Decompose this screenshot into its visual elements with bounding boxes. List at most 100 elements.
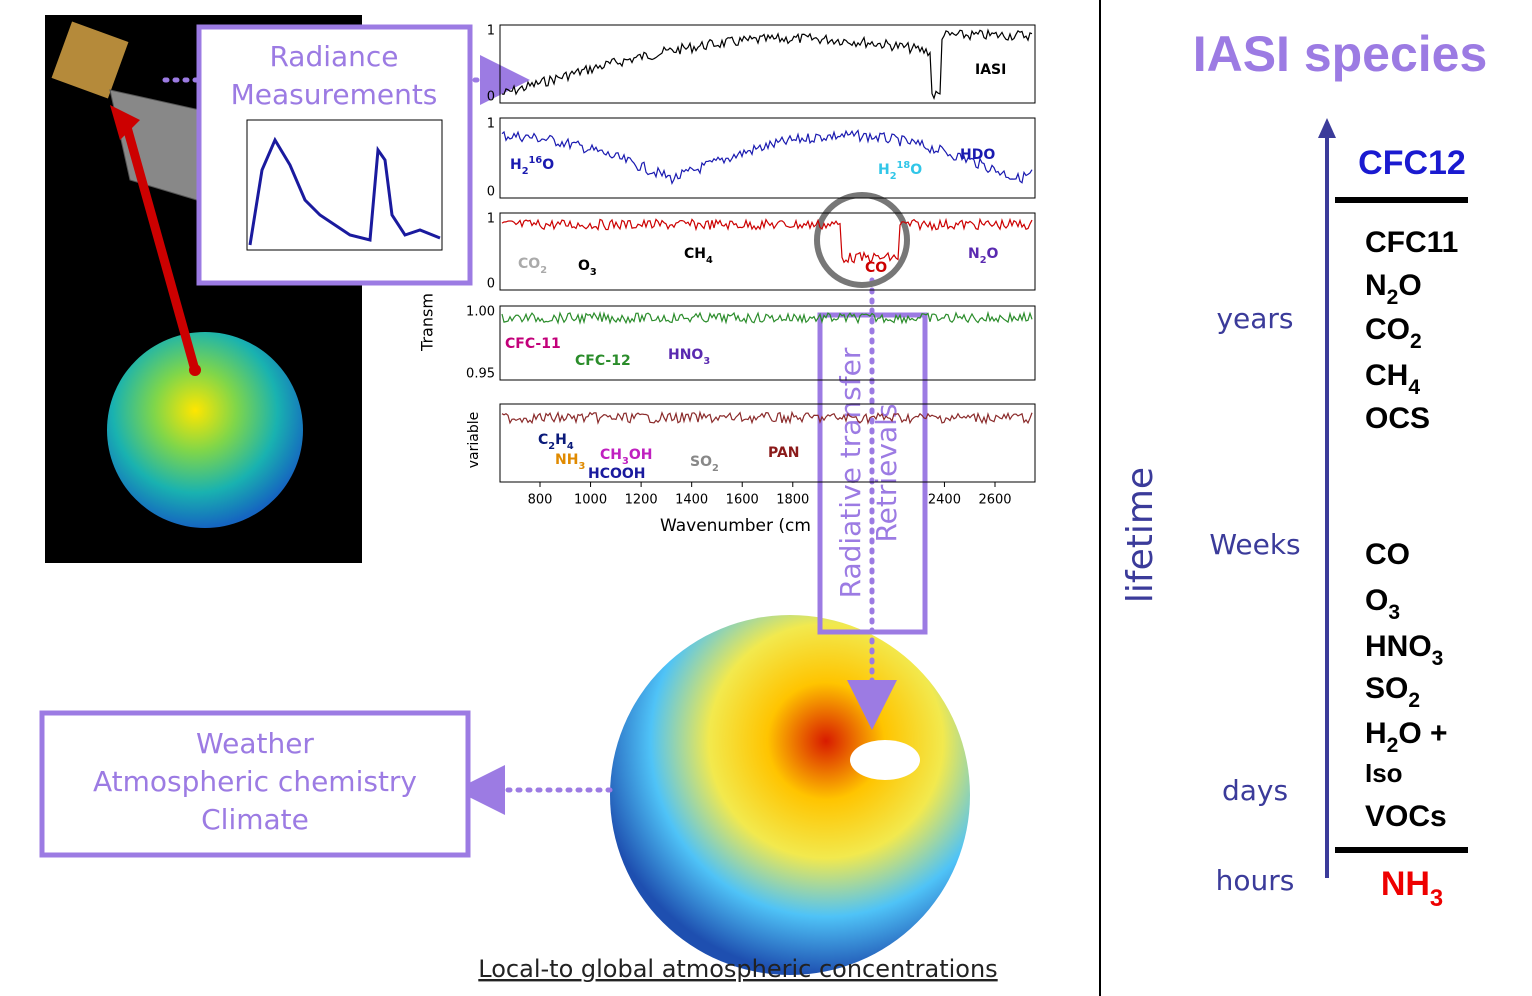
radiance-text: Measurements [231, 78, 438, 111]
species-top: CFC12 [1358, 144, 1466, 182]
text-part: CH [684, 246, 706, 262]
timescale-label: days [1222, 774, 1288, 807]
species-name: Iso [1365, 758, 1403, 788]
species-bottom: NH3 [1381, 865, 1443, 912]
text-part: H [878, 162, 890, 178]
spectrum-label: HDO [960, 147, 995, 163]
x-tick-label: 800 [528, 493, 553, 508]
spectrum-label: CO [865, 260, 887, 276]
superscript: 18 [897, 160, 911, 171]
timescale-label: hours [1216, 864, 1295, 897]
red-dot [189, 364, 201, 376]
text-part: CFC12 [1358, 144, 1466, 182]
y-tick-label: 0 [487, 185, 495, 200]
y-tick-label: 1 [487, 24, 495, 39]
subscript: 4 [567, 441, 574, 452]
spectrum-label: IASI [975, 62, 1006, 78]
text-part: HNO [1365, 630, 1432, 663]
species-name: H2O + [1365, 717, 1448, 757]
page: { "radiance_box": {"lines": ["Radiance",… [0, 0, 1532, 996]
spectrum-label: PAN [768, 445, 800, 461]
species-name: CH4 [1365, 359, 1420, 399]
y-tick-label: 1 [487, 212, 495, 227]
x-tick-label: 2600 [978, 493, 1011, 508]
globe-white-patch [850, 740, 920, 780]
species-name: CO [1365, 538, 1410, 571]
text-part: N [968, 246, 980, 262]
text-part: HCOOH [588, 466, 646, 482]
spectrum-label: CH3OH [600, 447, 652, 467]
spectrum-line [502, 131, 1032, 184]
highlight-circle [817, 195, 907, 285]
subscript: 2 [1408, 689, 1420, 712]
text-part: SO [1365, 672, 1408, 705]
subscript: 2 [980, 255, 987, 266]
y-tick-label: 0.95 [466, 367, 495, 382]
text-part: PAN [768, 445, 800, 461]
text-part: CO [518, 256, 540, 272]
subscript: 3 [578, 461, 585, 472]
text-part: O [578, 258, 590, 274]
text-part: SO [690, 454, 712, 470]
text-part: NH [1381, 865, 1430, 903]
text-part: HDO [960, 147, 995, 163]
spectrum-label: C2H4 [538, 432, 574, 452]
subscript: 3 [703, 356, 710, 367]
species-name: O3 [1365, 584, 1400, 624]
earth-globe [107, 332, 303, 528]
text-part: O [1365, 584, 1388, 617]
text-part: H [1365, 717, 1387, 750]
lifetime-label: lifetime [1120, 467, 1161, 603]
x-tick-label: 1800 [776, 493, 809, 508]
text-part: OCS [1365, 402, 1430, 435]
subscript: 4 [1408, 376, 1420, 399]
text-part: O [542, 157, 554, 173]
footer: Local-to global atmospheric concentratio… [478, 955, 997, 983]
x-tick-label: 1200 [625, 493, 658, 508]
spectrum-label: SO2 [690, 454, 719, 474]
text-part: NH [555, 452, 578, 468]
text-part: CH [600, 447, 622, 463]
radiance-text: Radiance [269, 40, 398, 73]
text-part: Iso [1365, 758, 1403, 788]
species-name: SO2 [1365, 672, 1420, 712]
text-part: HNO [668, 347, 703, 363]
x-axis-label: Wavenumber (cm [660, 516, 811, 536]
subscript: 4 [706, 255, 713, 266]
y-tick-label: 1.00 [466, 305, 495, 320]
subscript: 2 [540, 265, 547, 276]
spectrum-label: HCOOH [588, 466, 646, 482]
spectrum-label: O3 [578, 258, 597, 278]
x-tick-label: 2400 [928, 493, 961, 508]
spectrum-label: H216O [510, 155, 554, 177]
spectrum-label: CH4 [684, 246, 713, 266]
uses-text: Atmospheric chemistry [93, 765, 417, 798]
species-name: N2O [1365, 269, 1422, 309]
subscript: 2 [1387, 286, 1399, 309]
concentration-globe [610, 615, 970, 975]
spectrum-label: CFC-12 [575, 353, 631, 369]
spectrum-label: NH3 [555, 452, 585, 472]
x-tick-label: 1600 [726, 493, 759, 508]
subscript: 2 [1387, 734, 1399, 757]
subscript: 3 [1388, 601, 1400, 624]
text-part: O [987, 246, 999, 262]
text-part: O [910, 162, 922, 178]
text-part: IASI [975, 62, 1006, 78]
spectrum-label: H218O [878, 160, 922, 182]
spectrum-panel [500, 213, 1035, 290]
text-part: CH [1365, 359, 1408, 392]
species-name: CO2 [1365, 313, 1422, 353]
text-part: CO [865, 260, 887, 276]
spectrum-label: CO2 [518, 256, 547, 276]
y-tick-label: 0 [487, 90, 495, 105]
text-part: VOCs [1365, 800, 1447, 833]
spectrum-line [502, 413, 1032, 423]
text-part: H [510, 157, 522, 173]
species-name: HNO3 [1365, 630, 1443, 670]
text-part: CO [1365, 538, 1410, 571]
timescale-label: years [1216, 302, 1293, 335]
text-part: O [1398, 269, 1421, 302]
y-axis-label: Transm [418, 293, 437, 352]
subscript: 2 [712, 463, 719, 474]
